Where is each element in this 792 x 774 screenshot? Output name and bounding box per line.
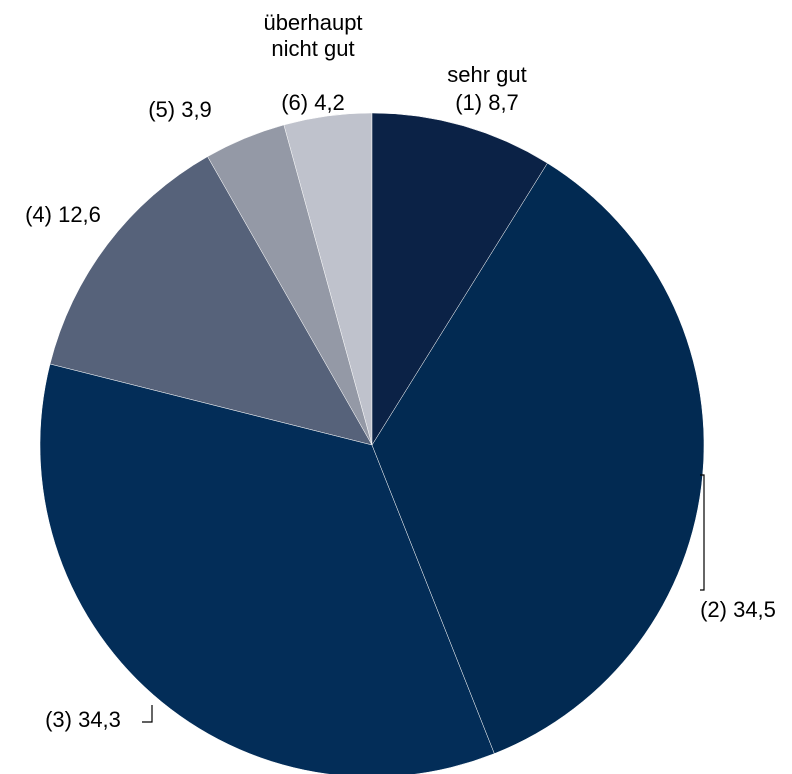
leader-line — [142, 705, 153, 723]
pie-slice — [49, 156, 373, 446]
leader-line — [700, 474, 705, 591]
data-label: (1) 8,7 — [455, 90, 519, 115]
data-label: (4) 12,6 — [25, 202, 101, 227]
data-label: (2) 34,5 — [700, 597, 776, 622]
data-label: (6) 4,2 — [281, 90, 345, 115]
pie-slice — [39, 363, 495, 774]
data-label: (5) 3,9 — [148, 97, 212, 122]
data-label: (3) 34,3 — [45, 707, 121, 732]
category-label: sehr gut — [447, 62, 527, 87]
pie-slice — [371, 112, 548, 446]
category-label: überhaupt nicht gut — [263, 10, 363, 61]
